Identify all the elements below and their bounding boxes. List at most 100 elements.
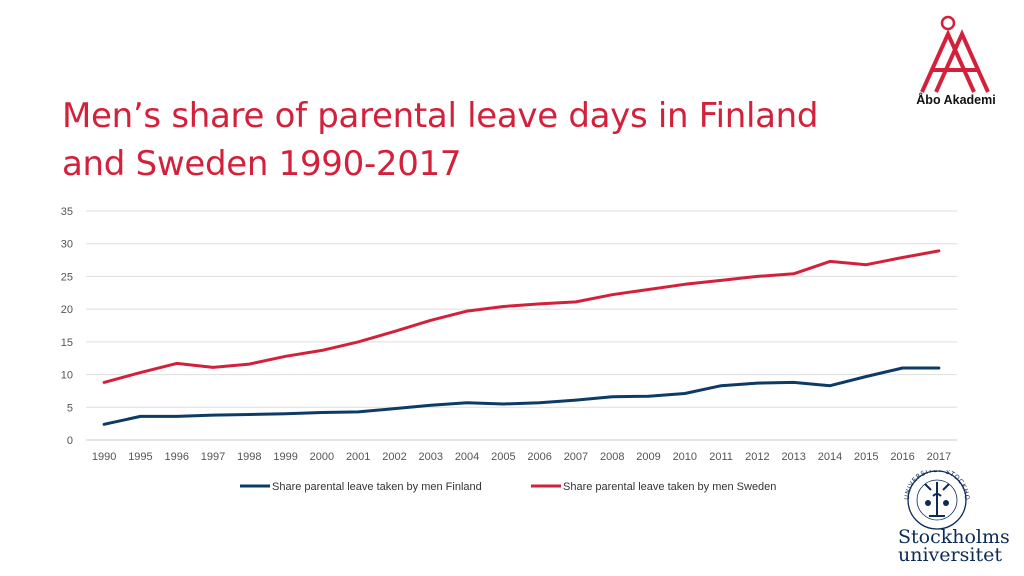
data-point — [356, 340, 360, 344]
data-point — [828, 384, 832, 387]
x-tick-label: 2016 — [890, 451, 914, 463]
legend-label: Share parental leave taken by men Sweden — [563, 481, 776, 493]
x-tick-label: 1998 — [237, 451, 261, 463]
legend-label: Share parental leave taken by men Finlan… — [272, 481, 482, 493]
data-point — [248, 413, 251, 416]
y-tick-label: 15 — [61, 337, 73, 349]
data-point — [937, 249, 941, 253]
data-point — [465, 401, 469, 404]
seal-lettering: UNIVERSITET STOCKHOLMS — [895, 470, 971, 501]
x-tick-label: 2015 — [854, 451, 878, 463]
line-chart: 0 5 10 15 20 25 30 35 1990 1995 1996 1997 1998 1999 2… — [61, 206, 957, 493]
data-point — [901, 366, 904, 370]
title-line-1: Men’s share of parental leave days in Fi… — [62, 96, 819, 136]
x-tick-label: 1997 — [201, 451, 225, 463]
data-point — [574, 398, 578, 402]
data-point — [574, 300, 578, 304]
data-point — [393, 330, 396, 333]
data-point — [139, 415, 142, 418]
data-point — [937, 366, 941, 370]
x-tick-label: 2002 — [382, 451, 406, 463]
data-point — [792, 381, 795, 384]
stockholms-universitet-logo-text: Stockholms universitet — [898, 526, 1020, 566]
data-point — [828, 260, 832, 263]
data-point — [465, 309, 469, 313]
x-tick-label: 2014 — [818, 451, 842, 463]
data-point — [284, 355, 287, 358]
data-point — [719, 384, 723, 387]
data-point — [429, 319, 432, 322]
chart-gridlines — [86, 210, 957, 441]
x-axis-ticks: 1990 1995 1996 1997 1998 1999 2000 2001 2002 2003… — [92, 451, 951, 463]
data-point — [102, 423, 106, 426]
data-point — [502, 305, 505, 308]
data-point — [139, 371, 142, 374]
x-tick-label: 2005 — [491, 451, 515, 463]
data-point — [792, 272, 795, 276]
data-point — [611, 395, 614, 399]
data-point — [538, 401, 541, 404]
data-point — [175, 362, 178, 365]
y-tick-label: 35 — [61, 206, 73, 218]
x-tick-label: 2004 — [455, 451, 479, 463]
x-tick-label: 2013 — [781, 451, 805, 463]
data-point — [756, 381, 759, 385]
x-tick-label: 1999 — [273, 451, 297, 463]
y-tick-label: 10 — [61, 370, 73, 382]
data-point — [211, 366, 215, 369]
stockholms-universitet-seal-icon: UNIVERSITET STOCKHOLMS — [895, 470, 971, 530]
data-point — [320, 411, 324, 414]
x-tick-label: 2008 — [600, 451, 624, 463]
slide-title: Men’s share of parental leave days in Fi… — [62, 92, 942, 188]
data-point — [756, 275, 759, 278]
x-tick-label: 2006 — [527, 451, 551, 463]
y-tick-label: 0 — [67, 435, 73, 447]
data-point — [356, 410, 360, 414]
x-tick-label: 2009 — [636, 451, 660, 463]
data-point — [175, 415, 178, 418]
x-tick-label: 2001 — [346, 451, 370, 463]
data-point — [683, 283, 687, 286]
y-tick-label: 20 — [61, 304, 73, 316]
x-tick-label: 2011 — [709, 451, 733, 463]
data-point — [647, 288, 650, 291]
x-tick-label: 1996 — [164, 451, 188, 463]
data-point — [102, 381, 106, 384]
su-line-2: universitet — [898, 544, 1002, 566]
y-tick-label: 25 — [61, 271, 73, 283]
data-point — [211, 413, 215, 417]
x-tick-label: 2017 — [927, 451, 951, 463]
x-tick-label: 2010 — [673, 451, 697, 463]
title-line-2: and Sweden 1990-2017 — [62, 144, 462, 184]
y-tick-label: 5 — [67, 402, 73, 414]
x-tick-label: 2012 — [745, 451, 769, 463]
chart-series — [102, 249, 941, 426]
series-line-sweden — [102, 249, 941, 384]
x-tick-label: 2007 — [564, 451, 588, 463]
data-point — [611, 293, 614, 296]
x-tick-label: 1995 — [128, 451, 152, 463]
data-point — [865, 375, 868, 378]
abo-akademi-logo-text: Åbo Akademi — [916, 93, 996, 107]
data-point — [429, 404, 432, 407]
svg-text:UNIVERSITET STOCKHOLMS: UNIVERSITET STOCKHOLMS — [895, 470, 971, 501]
data-point — [502, 402, 505, 406]
data-point — [284, 412, 287, 416]
data-point — [248, 362, 251, 366]
data-point — [538, 302, 541, 306]
data-point — [719, 279, 723, 282]
x-tick-label: 2000 — [310, 451, 334, 463]
x-tick-label: 2003 — [419, 451, 443, 463]
data-point — [647, 394, 650, 398]
data-point — [393, 407, 396, 410]
su-line-1: Stockholms — [898, 526, 1010, 548]
series-line-finland — [102, 366, 941, 426]
y-axis-ticks: 0 5 10 15 20 25 30 35 — [61, 206, 73, 447]
abo-akademi-logo-icon — [920, 15, 990, 93]
data-point — [901, 256, 904, 259]
data-point — [865, 263, 868, 266]
data-point — [683, 392, 687, 395]
data-point — [320, 349, 324, 352]
y-tick-label: 30 — [61, 239, 73, 251]
chart-legend: Share parental leave taken by men Finlan… — [240, 481, 776, 493]
